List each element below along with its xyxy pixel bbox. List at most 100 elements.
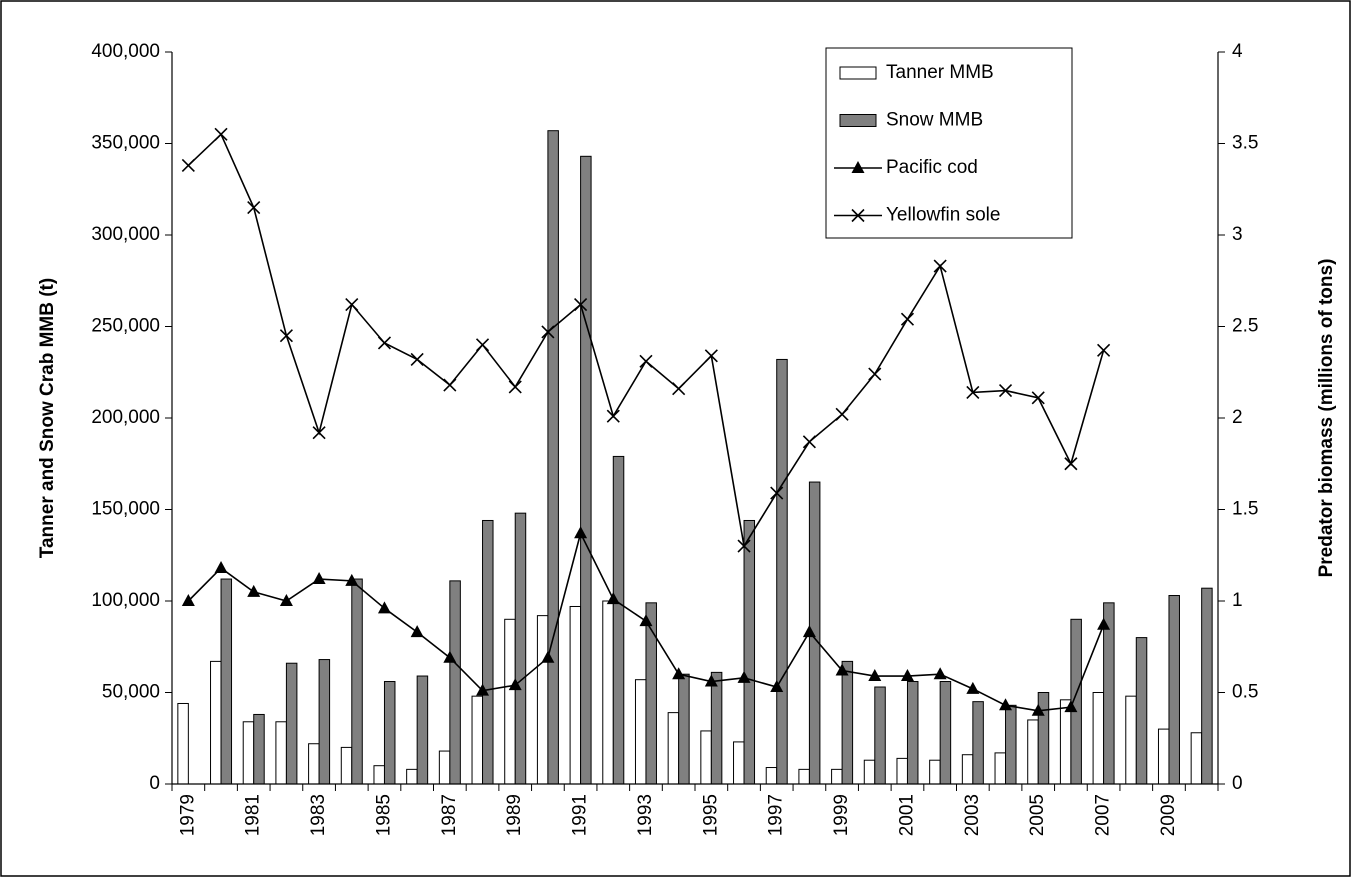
y2-tick-label: 3.5 (1232, 133, 1258, 154)
bar (340, 746, 353, 785)
y-tick-label: 350,000 (91, 133, 160, 154)
bar (547, 130, 559, 785)
marker (933, 259, 947, 273)
bar (1037, 692, 1050, 785)
marker (770, 680, 784, 693)
bar (906, 681, 919, 785)
bar (438, 750, 451, 785)
bar (253, 713, 265, 785)
marker (835, 663, 849, 676)
y-tick-label: 250,000 (91, 316, 160, 337)
bar (514, 512, 527, 785)
bar (972, 701, 984, 785)
legend: Tanner MMB Snow MMB Pacific cod Yellowfin s… (825, 47, 1073, 239)
marker (508, 678, 522, 691)
x-tick-label: 2001 (896, 794, 917, 836)
y2-tick-label: 0.5 (1232, 682, 1258, 703)
bar (874, 686, 886, 785)
bar (1103, 602, 1115, 785)
marker (639, 614, 653, 627)
bar (896, 757, 908, 785)
marker (606, 592, 620, 605)
marker (345, 297, 359, 312)
marker (410, 625, 424, 638)
bar (482, 519, 494, 785)
bar (242, 721, 255, 785)
marker (1097, 617, 1111, 630)
bar (416, 675, 429, 785)
marker (541, 650, 555, 663)
y2-tick-label: 2.5 (1232, 316, 1258, 337)
marker (1064, 457, 1078, 471)
marker (541, 325, 555, 339)
y-tick-label: 100,000 (91, 590, 160, 611)
marker (1097, 343, 1111, 357)
marker (672, 382, 686, 396)
bar (285, 662, 298, 785)
bar (776, 358, 788, 785)
bar (667, 712, 680, 785)
marker (475, 338, 490, 352)
x-tick-label: 1979 (177, 794, 198, 836)
bar (939, 681, 952, 785)
bar (841, 660, 854, 785)
legend-label: Tanner MMB (886, 62, 994, 83)
marker (933, 667, 947, 680)
marker (966, 385, 980, 399)
bar (373, 765, 385, 785)
x-tick-label: 1981 (243, 794, 264, 836)
bar (1092, 692, 1105, 785)
y2-axis-title: Predator biomass (millions of tons) (1316, 259, 1337, 578)
marker (802, 435, 816, 449)
bar (275, 721, 287, 785)
legend-swatch (839, 114, 877, 127)
bar (700, 730, 712, 785)
bar (863, 759, 876, 785)
marker (377, 601, 391, 614)
bar (1125, 695, 1137, 785)
bar (798, 768, 810, 785)
marker (606, 409, 620, 423)
marker (247, 200, 261, 215)
x-tick-label: 1997 (766, 794, 787, 836)
bar (210, 660, 222, 785)
y-tick-label: 150,000 (91, 499, 160, 520)
marker (737, 539, 751, 553)
y-tick-label: 300,000 (91, 224, 160, 245)
bar (994, 752, 1007, 785)
y-tick-label: 400,000 (91, 41, 160, 62)
x-tick-label: 1991 (570, 794, 591, 836)
bar (678, 673, 690, 785)
bar (733, 741, 745, 785)
marker (574, 526, 588, 539)
bar (765, 767, 778, 785)
marker (868, 669, 882, 682)
bar (351, 578, 363, 785)
marker (1031, 391, 1045, 405)
bar (1201, 587, 1213, 785)
x-tick-label: 1995 (700, 794, 721, 836)
legend-swatch (839, 66, 877, 80)
marker (966, 681, 980, 694)
bar (1059, 699, 1072, 785)
marker (704, 674, 718, 687)
bar (1190, 732, 1203, 785)
bar (612, 455, 625, 785)
y2-tick-label: 4 (1232, 41, 1243, 62)
marker (737, 670, 751, 683)
marker (312, 426, 326, 440)
bar (471, 695, 484, 785)
x-tick-label: 2007 (1093, 794, 1114, 836)
marker (279, 329, 293, 343)
bar (220, 578, 233, 785)
marker (672, 667, 686, 680)
marker (1064, 700, 1078, 713)
marker (802, 625, 816, 638)
marker (639, 354, 653, 368)
marker (998, 383, 1013, 398)
x-tick-label: 2005 (1027, 794, 1048, 836)
bar (743, 519, 756, 785)
marker (443, 378, 457, 392)
bar (831, 768, 843, 785)
